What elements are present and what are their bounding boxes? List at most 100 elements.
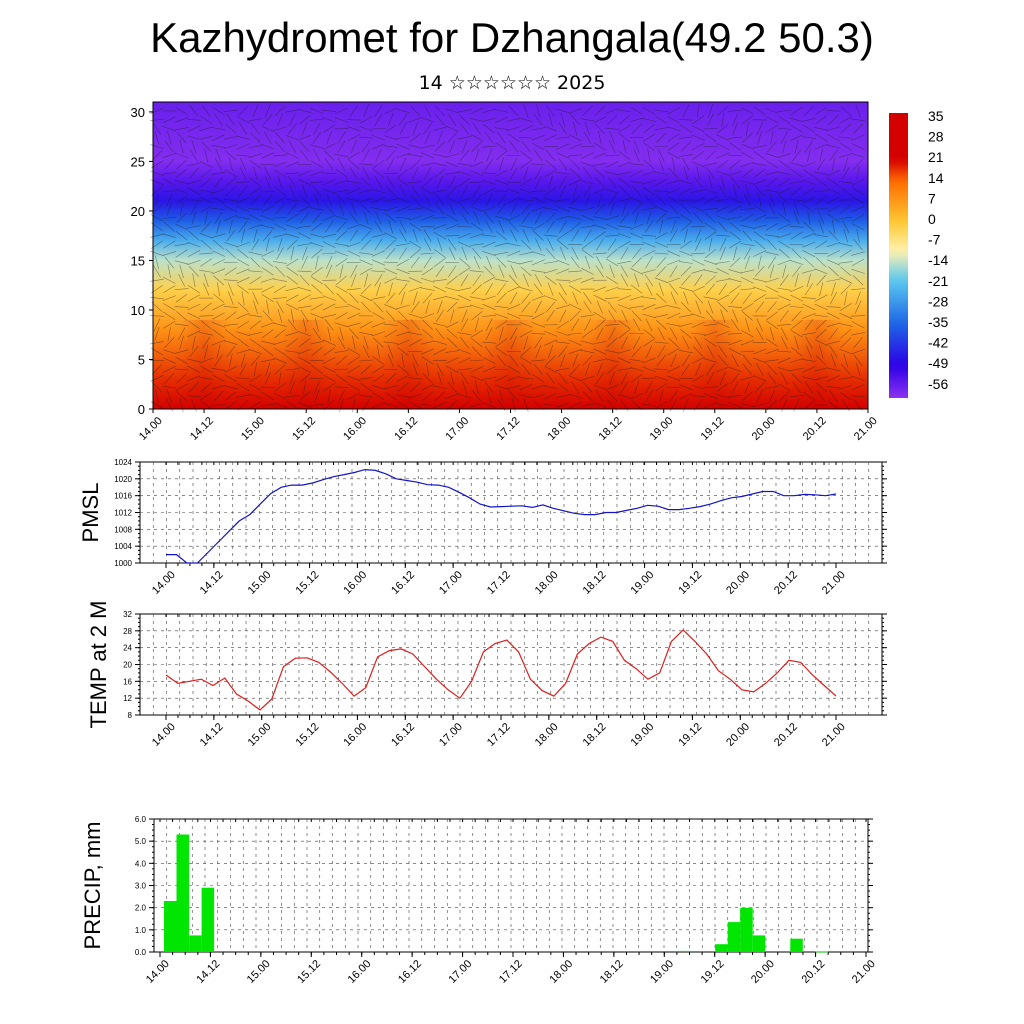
colorbar-label: -28 [928, 293, 948, 309]
colorbar-label: 0 [928, 211, 936, 227]
heatmap-xtick-label: 21.00 [852, 415, 880, 443]
precip-ytick-label: 3.0 [135, 882, 147, 891]
pmsl-xtick-label: 18.12 [581, 569, 609, 597]
heatmap-xtick-label: 19.12 [699, 415, 727, 443]
precip-xtick-label: 16.12 [396, 958, 424, 986]
temp-xtick-label: 14.12 [198, 721, 226, 749]
heatmap-xtick-label: 20.12 [801, 415, 829, 443]
temp-xtick-label: 17.00 [437, 721, 465, 749]
temp-xtick-label: 17.12 [485, 721, 513, 749]
precip-ylabel: PRECIP, mm [80, 822, 105, 950]
heatmap-xtick-label: 20.00 [750, 415, 778, 443]
diurnal-shading [153, 319, 868, 409]
temp-xtick-label: 16.00 [341, 721, 369, 749]
colorbar-label: -21 [928, 273, 948, 289]
wind-streamlines [149, 103, 866, 412]
temp-ytick-label: 32 [123, 610, 132, 619]
heatmap-ytick-label: 0 [138, 402, 145, 417]
colorbar-label: 28 [928, 129, 944, 145]
colorbar-label: -42 [928, 335, 948, 351]
precip-bar [677, 950, 691, 952]
temp-xtick-label: 18.12 [581, 721, 609, 749]
precip-xtick-label: 18.00 [547, 958, 575, 986]
pmsl-ytick-label: 1004 [114, 542, 132, 551]
pmsl-xtick-label: 19.00 [628, 569, 656, 597]
colorbar [889, 113, 908, 398]
precip-xtick-label: 16.00 [346, 958, 374, 986]
pmsl-ytick-label: 1000 [114, 559, 132, 568]
precip-bar [752, 935, 766, 952]
colorbar-label: -56 [928, 376, 948, 392]
heatmap-xtick-label: 16.00 [341, 415, 369, 443]
pmsl-xtick-label: 20.00 [724, 569, 752, 597]
temp-xtick-label: 18.00 [533, 721, 561, 749]
precip-ytick-label: 1.0 [135, 926, 147, 935]
colorbar-label: 14 [928, 170, 944, 186]
precip-xtick-label: 19.12 [699, 958, 727, 986]
temp-grid [140, 614, 882, 715]
precip-bar [715, 944, 728, 952]
temp-xtick-label: 16.12 [389, 721, 417, 749]
precip-xtick-label: 14.00 [144, 958, 172, 986]
pmsl-ytick-label: 1012 [114, 509, 132, 518]
precip-bar [164, 901, 177, 952]
pmsl-xtick-label: 16.00 [341, 569, 369, 597]
precip-bar [727, 922, 741, 952]
temp-ytick-label: 28 [123, 627, 132, 636]
pmsl-xtick-label: 15.00 [246, 569, 274, 597]
heatmap-xtick-label: 18.00 [545, 415, 573, 443]
pmsl-ytick-label: 1024 [114, 458, 132, 467]
pmsl-ytick-label: 1016 [114, 492, 132, 501]
precip-xtick-label: 20.00 [749, 958, 777, 986]
precip-bar [815, 951, 828, 953]
streamline-path [149, 103, 866, 412]
heatmap-ytick-label: 25 [131, 154, 145, 169]
colorbar-label: -7 [928, 232, 941, 248]
precip-xtick-label: 17.12 [497, 958, 525, 986]
temp-ytick-label: 24 [123, 644, 132, 653]
pmsl-xtick-label: 16.12 [389, 569, 417, 597]
heatmap-ytick-label: 5 [138, 352, 145, 367]
pmsl-xtick-label: 17.00 [437, 569, 465, 597]
precip-xtick-label: 19.00 [648, 958, 676, 986]
precip-xtick-label: 20.12 [799, 958, 827, 986]
heatmap-xtick-label: 18.12 [597, 415, 625, 443]
temp-xtick-label: 20.00 [724, 721, 752, 749]
pmsl-xtick-label: 14.12 [198, 569, 226, 597]
heatmap-xtick-label: 17.00 [443, 415, 471, 443]
heatmap-ytick-label: 10 [131, 303, 145, 318]
heatmap-xtick-label: 15.00 [239, 415, 267, 443]
temp-xtick-label: 19.12 [676, 721, 704, 749]
pmsl-ytick-label: 1020 [114, 475, 132, 484]
temp-xtick-label: 15.00 [246, 721, 274, 749]
precip-bar [189, 935, 202, 952]
precip-ytick-label: 4.0 [135, 859, 147, 868]
pmsl-ytick-label: 1008 [114, 525, 132, 534]
temp-ytick-label: 12 [123, 694, 132, 703]
precip-xtick-label: 21.00 [850, 958, 878, 986]
pmsl-xtick-label: 15.12 [293, 569, 321, 597]
temp-xtick-label: 14.00 [150, 721, 178, 749]
temp-ytick-label: 20 [123, 661, 132, 670]
pmsl-xtick-label: 17.12 [485, 569, 513, 597]
colorbar-label: 21 [928, 149, 944, 165]
heatmap-xtick-label: 16.12 [392, 415, 420, 443]
heatmap-xtick-label: 15.12 [290, 415, 318, 443]
colorbar-label: -49 [928, 355, 948, 371]
precip-bar [740, 907, 753, 952]
precip-grid [154, 819, 868, 952]
temp-xtick-label: 21.00 [820, 721, 848, 749]
heatmap-xtick-label: 14.00 [137, 415, 165, 443]
temp-series-line [165, 629, 837, 711]
pmsl-ylabel: PMSL [78, 483, 103, 543]
page-subtitle: 14 ☆☆☆☆☆☆ 2025 [418, 72, 606, 94]
precip-bar [176, 834, 189, 952]
colorbar-label: -14 [928, 252, 948, 268]
colorbar-label: 7 [928, 190, 936, 206]
heatmap-xtick-label: 17.12 [494, 415, 522, 443]
page-title: Kazhydromet for Dzhangala(49.2 50.3) [150, 14, 874, 61]
precip-xtick-label: 14.12 [194, 958, 222, 986]
precip-xtick-label: 15.00 [245, 958, 273, 986]
precip-ytick-label: 5.0 [135, 837, 147, 846]
